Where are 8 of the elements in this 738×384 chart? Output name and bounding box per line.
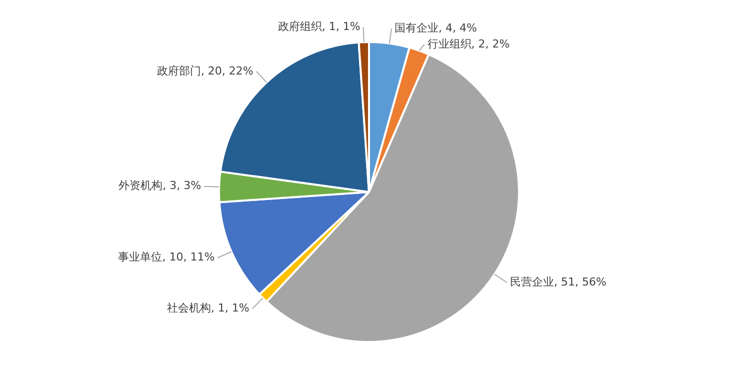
slice-label: 政府部门, 20, 22% — [156, 64, 254, 78]
slice-label: 政府组织, 1, 1% — [278, 20, 360, 33]
slice-label: 社会机构, 1, 1% — [166, 302, 250, 315]
slice-label: 国有企业, 4, 4% — [394, 21, 477, 34]
slice-label: 民营企业, 51, 56% — [510, 275, 606, 288]
slice-label: 外资机构, 3, 3% — [118, 179, 202, 192]
slice-label: 事业单位, 10, 11% — [118, 250, 215, 264]
slice-label: 行业组织, 2, 2% — [427, 37, 510, 50]
